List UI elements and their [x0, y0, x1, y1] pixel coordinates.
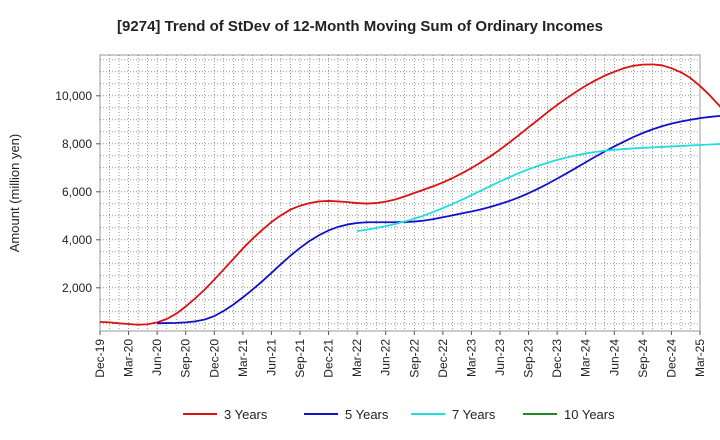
- y-tick-label: 2,000: [62, 281, 92, 295]
- legend-label-10-years: 10 Years: [564, 407, 615, 422]
- legend-label-3-years: 3 Years: [224, 407, 268, 422]
- x-tick-label: Mar-22: [350, 339, 364, 377]
- x-tick-label: Sep-24: [636, 339, 650, 378]
- x-tick-label: Dec-23: [550, 339, 564, 378]
- series-line-7-years: [357, 143, 720, 233]
- x-tick-label: Jun-23: [493, 339, 507, 376]
- x-tick-label: Mar-21: [236, 339, 250, 377]
- y-axis-label: Amount (million yen): [7, 134, 22, 253]
- y-tick-label: 4,000: [62, 233, 92, 247]
- legend-label-5-years: 5 Years: [345, 407, 389, 422]
- x-tick-label: Dec-21: [322, 339, 336, 378]
- x-tick-label: Mar-23: [464, 339, 478, 377]
- x-tick-label: Sep-23: [522, 339, 536, 378]
- x-tick-label: Jun-21: [264, 339, 278, 376]
- chart-title: [9274] Trend of StDev of 12-Month Moving…: [117, 18, 603, 35]
- legend: 3 Years 5 Years 7 Years 10 Years: [183, 407, 615, 422]
- x-tick-label: Dec-19: [93, 339, 107, 378]
- y-axis-ticks: 2,000 4,000 6,000 8,000 10,000: [55, 89, 100, 295]
- x-tick-label: Jun-22: [379, 339, 393, 376]
- series-line-3-years: [99, 63, 720, 326]
- x-tick-label: Dec-20: [207, 339, 221, 378]
- x-tick-label: Sep-21: [293, 339, 307, 378]
- x-tick-label: Dec-24: [664, 339, 678, 378]
- y-tick-label: 10,000: [55, 89, 92, 103]
- x-tick-label: Sep-20: [179, 339, 193, 378]
- grid-lines: [100, 55, 700, 331]
- x-tick-label: Jun-20: [150, 339, 164, 376]
- y-tick-label: 6,000: [62, 185, 92, 199]
- plot-area: [99, 54, 701, 332]
- legend-label-7-years: 7 Years: [452, 407, 496, 422]
- x-tick-label: Dec-22: [436, 339, 450, 378]
- x-tick-label: Mar-25: [693, 339, 707, 377]
- series-line-5-years: [157, 114, 720, 325]
- x-axis-ticks: Dec-19 Mar-20 Jun-20 Sep-20 Dec-20 Mar-21 Jun-…: [93, 331, 707, 378]
- series-lines: [99, 63, 720, 326]
- x-tick-label: Mar-24: [579, 339, 593, 377]
- y-tick-label: 8,000: [62, 137, 92, 151]
- x-tick-label: Sep-22: [407, 339, 421, 378]
- x-tick-label: Jun-24: [607, 339, 621, 376]
- x-tick-label: Mar-20: [122, 339, 136, 377]
